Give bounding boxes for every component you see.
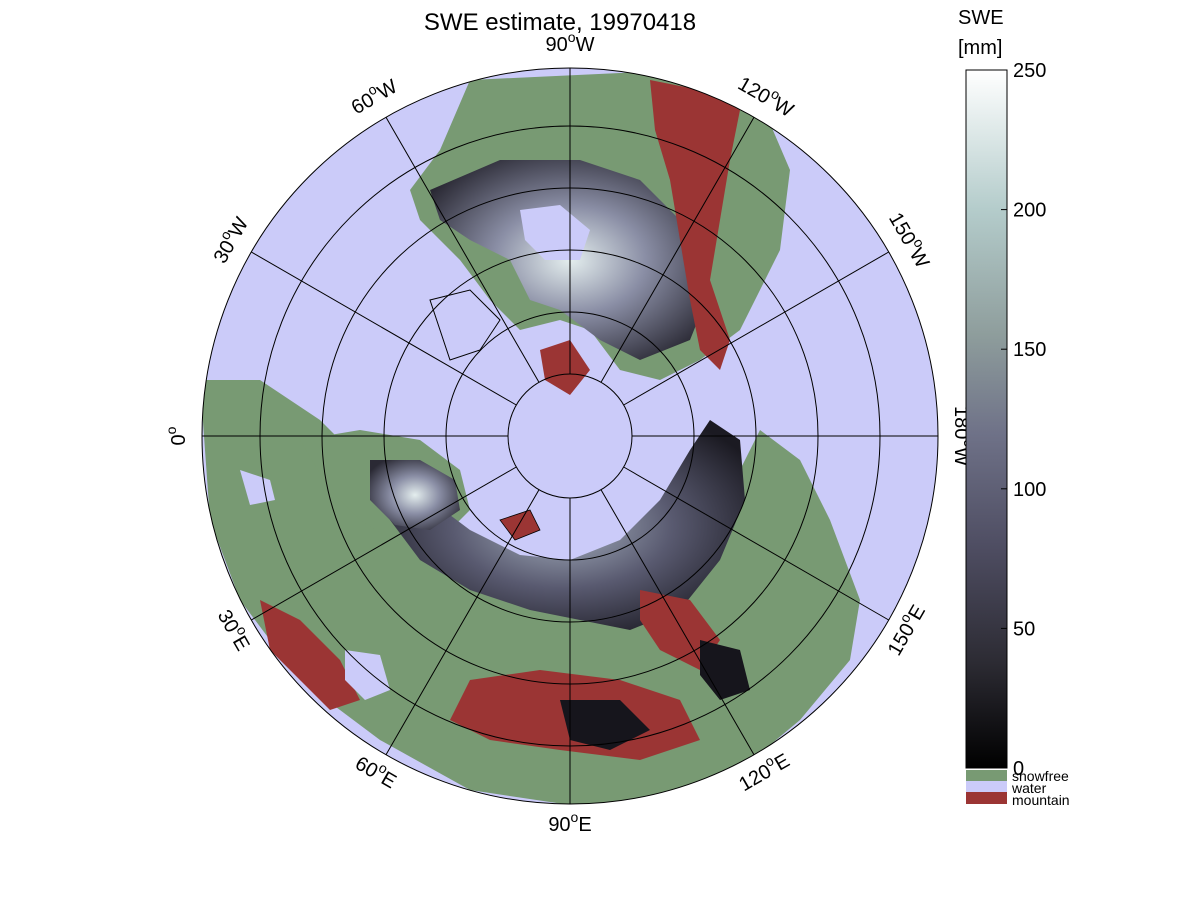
longitude-label-hemisphere: E bbox=[228, 632, 254, 655]
longitude-label-value: 90 bbox=[546, 34, 568, 56]
longitude-label-value: 90 bbox=[548, 814, 570, 836]
longitude-label-value: 30 bbox=[210, 237, 240, 267]
longitude-label: 60oW bbox=[345, 71, 401, 119]
legend-water-label: water bbox=[1011, 780, 1047, 796]
longitude-label: 30oW bbox=[205, 211, 253, 267]
colorbar-tick-label: 100 bbox=[1013, 479, 1046, 501]
legend-snowfree-label: snowfree bbox=[1012, 768, 1069, 784]
inland-sea-water bbox=[345, 650, 390, 700]
meridian-line bbox=[623, 466, 889, 621]
svalbard-outline bbox=[499, 509, 541, 541]
longitude-label: 0o bbox=[163, 426, 191, 445]
meridian-line bbox=[251, 251, 517, 406]
colorbar-tick-label: 150 bbox=[1013, 339, 1046, 361]
meridian-line bbox=[251, 466, 517, 621]
legend-mountain-label: mountain bbox=[1012, 792, 1070, 808]
meridian-line bbox=[600, 117, 755, 383]
colorbar-tick-label: 250 bbox=[1013, 60, 1046, 82]
longitude-label-hemisphere: E bbox=[578, 814, 591, 836]
map-outline bbox=[201, 67, 939, 805]
longitude-label-hemisphere: E bbox=[771, 750, 794, 776]
hudson-bay-water bbox=[520, 205, 590, 260]
rocky-mountains bbox=[650, 80, 740, 370]
legend-snowfree-swatch bbox=[966, 770, 1007, 781]
colorbar-title-line2: [mm] bbox=[958, 37, 1002, 59]
asia-low-swe-patch bbox=[560, 700, 650, 750]
meridian-line bbox=[600, 489, 755, 755]
degree-sign: o bbox=[571, 809, 579, 825]
colorbar-gradient bbox=[965, 69, 1008, 769]
degree-sign: o bbox=[568, 29, 576, 45]
legend-water-swatch bbox=[966, 781, 1007, 792]
eurasia-snow bbox=[380, 420, 745, 630]
longitude-label: 90oE bbox=[548, 809, 591, 837]
arctic-islands bbox=[540, 340, 590, 395]
colorbar-title-line1: SWE bbox=[958, 7, 1004, 29]
degree-sign: o bbox=[163, 426, 179, 434]
longitude-label-value: 60 bbox=[351, 753, 381, 783]
colorbar-tick-label: 0 bbox=[1013, 758, 1024, 780]
colorbar-ticks: 250 200 150 100 50 0 bbox=[1001, 60, 1046, 780]
meridian-lines bbox=[202, 68, 938, 804]
longitude-label-value: 150 bbox=[884, 620, 920, 660]
chart-title: SWE estimate, 19970418 bbox=[424, 9, 696, 36]
meridian-line bbox=[385, 117, 540, 383]
longitude-label: 90oW bbox=[546, 29, 595, 57]
longitude-label-value: 0 bbox=[168, 434, 190, 445]
colorbar-tick-label: 200 bbox=[1013, 200, 1046, 222]
east-asia-low-swe-patch bbox=[700, 640, 750, 700]
legend-mountain-swatch bbox=[966, 792, 1007, 804]
longitude-label-hemisphere: W bbox=[576, 34, 595, 56]
meridian-line bbox=[623, 251, 889, 406]
polar-map: 90oW120oW150oW180oW150oE120oE90oE60oE30o… bbox=[163, 29, 978, 837]
longitude-label-hemisphere: W bbox=[904, 245, 933, 272]
europe-mountains bbox=[260, 600, 360, 710]
longitude-label-value: 120 bbox=[734, 73, 774, 109]
meridian-line bbox=[385, 489, 540, 755]
longitude-label-hemisphere: W bbox=[374, 76, 401, 105]
colorbar-tick-label: 50 bbox=[1013, 618, 1035, 640]
